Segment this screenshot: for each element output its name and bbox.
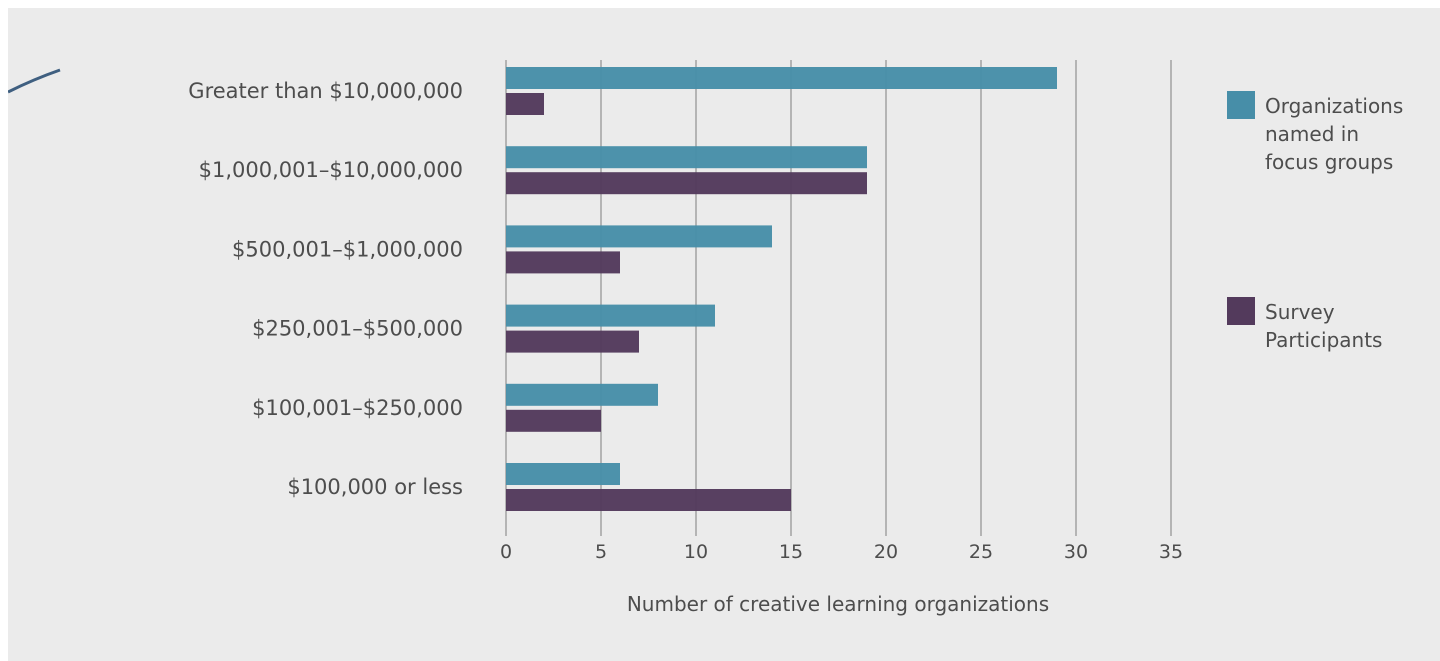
- x-tick-label: 25: [969, 541, 993, 563]
- bar-series1-cat3: [506, 225, 772, 248]
- bar-series2-cat5: [506, 409, 601, 432]
- bar-series1-cat4: [506, 304, 715, 327]
- x-tick-label: 20: [874, 541, 898, 563]
- bar-series2-cat1: [506, 93, 544, 115]
- category-label: $1,000,001–$10,000,000: [199, 158, 463, 182]
- legend-swatch-1: [1227, 91, 1255, 119]
- bar-series1-cat1: [506, 67, 1057, 89]
- legend-label-2: Survey: [1265, 300, 1335, 324]
- x-axis-title: Number of creative learning organization…: [627, 592, 1049, 616]
- legend-swatch-2: [1227, 297, 1255, 325]
- grid-layer: [505, 60, 1172, 536]
- legend-label-1: focus groups: [1265, 150, 1393, 174]
- bar-series2-cat4: [506, 330, 639, 353]
- bar-series2-cat2: [506, 172, 867, 195]
- x-tick-label: 15: [779, 541, 803, 563]
- bar-series2-cat3: [506, 251, 620, 274]
- category-labels: Greater than $10,000,000 $1,000,001–$10,0…: [188, 79, 463, 499]
- legend: Organizations named in focus groups Survey P…: [1227, 91, 1403, 352]
- x-tick-label: 10: [684, 541, 708, 563]
- bar-series1-cat5: [506, 383, 658, 406]
- decorative-curve: [8, 68, 61, 94]
- x-tick-label: 5: [595, 541, 607, 563]
- x-tick-label: 30: [1064, 541, 1088, 563]
- bar-chart: Greater than $10,000,000 $1,000,001–$10,0…: [8, 60, 1403, 616]
- category-label: $500,001–$1,000,000: [232, 237, 463, 261]
- legend-label-1: Organizations: [1265, 94, 1403, 118]
- bar-series1-cat2: [506, 146, 867, 169]
- x-tick-label: 35: [1159, 541, 1183, 563]
- x-tick-label: 0: [500, 541, 512, 563]
- legend-label-1: named in: [1265, 122, 1359, 146]
- bars-layer: [506, 67, 1057, 511]
- bar-series2-cat6: [506, 489, 791, 511]
- bar-series1-cat6: [506, 463, 620, 485]
- chart-panel: Greater than $10,000,000 $1,000,001–$10,0…: [8, 8, 1440, 661]
- legend-label-2: Participants: [1265, 328, 1382, 352]
- category-label: Greater than $10,000,000: [188, 79, 463, 103]
- category-label: $100,000 or less: [287, 475, 463, 499]
- x-tick-labels: 0 5 10 15 20 25 30 35: [500, 541, 1183, 563]
- category-label: $250,001–$500,000: [252, 317, 463, 341]
- category-label: $100,001–$250,000: [252, 396, 463, 420]
